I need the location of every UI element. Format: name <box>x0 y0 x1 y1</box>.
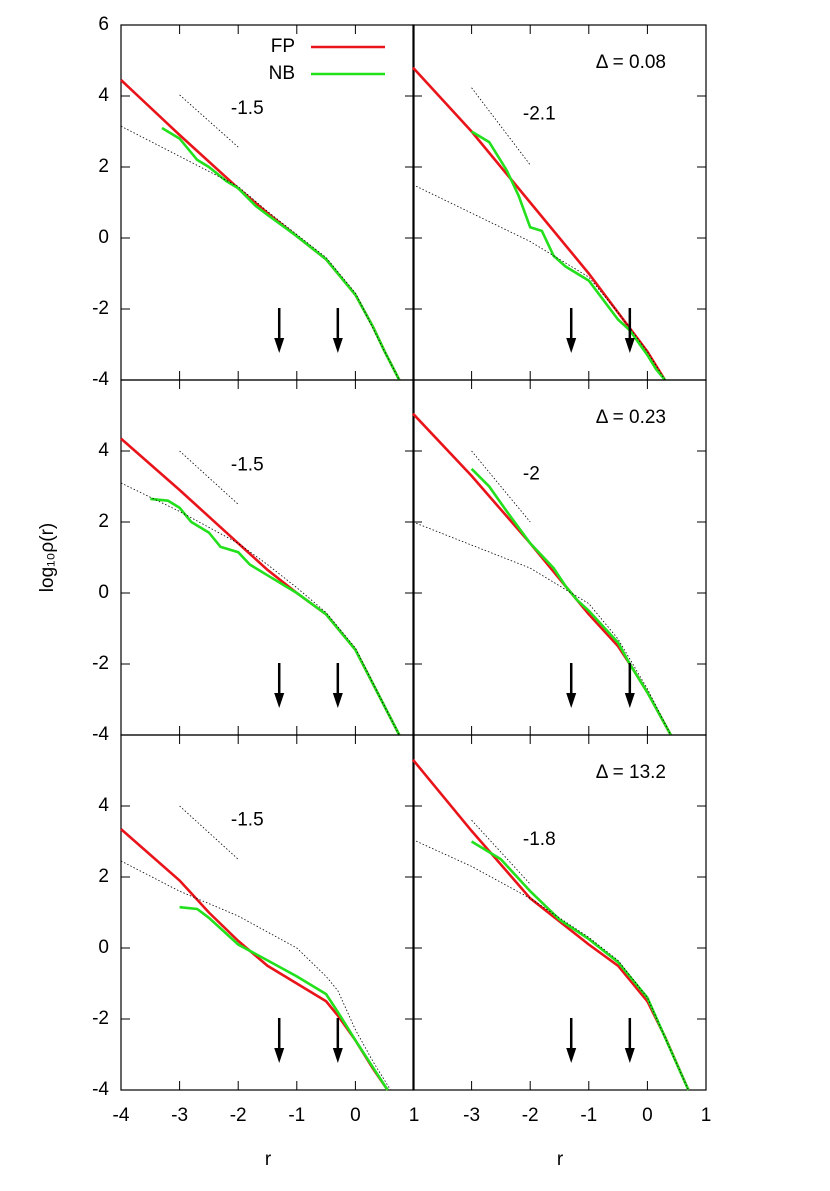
y-tick-label: -4 <box>92 369 109 390</box>
arrow-head <box>624 338 635 353</box>
model-line <box>120 482 400 736</box>
panel: -2 Δ = 0.23 <box>412 379 707 736</box>
slope-label: -2 <box>523 464 540 485</box>
x-tick-label: 1 <box>409 1105 420 1126</box>
slope-line <box>179 450 239 505</box>
slope-label: -1.5 <box>231 455 264 476</box>
series-line <box>411 758 690 1091</box>
x-tick-label: -1 <box>288 1105 305 1126</box>
y-tick-label: -2 <box>92 1008 109 1029</box>
x-tick-label: 0 <box>350 1105 361 1126</box>
x-axis-label: r <box>265 1149 272 1170</box>
panel: -2.1 Δ = 0.08 <box>412 24 707 381</box>
y-tick-label: 4 <box>98 85 109 106</box>
series-line <box>412 412 672 736</box>
panel: -3 -2 -1 0 1 -1.8 Δ = 13.2 r <box>411 734 712 1170</box>
delta-label: Δ = 0.23 <box>596 407 666 428</box>
x-tick-label: 0 <box>642 1105 653 1126</box>
arrow-head <box>624 1048 635 1063</box>
series-line <box>470 130 667 381</box>
slope-line <box>179 805 239 860</box>
model-line <box>412 839 689 1091</box>
delta-label: Δ = 0.08 <box>596 52 666 73</box>
panel-frame <box>120 734 415 1091</box>
slope-line <box>471 87 531 166</box>
y-tick-label: 2 <box>98 511 109 532</box>
y-tick-label: 0 <box>98 227 109 248</box>
slope-label: -2.1 <box>523 103 556 124</box>
model-line <box>412 521 672 736</box>
arrow-head <box>332 693 343 708</box>
arrow-head <box>624 693 635 708</box>
series-line <box>120 79 401 381</box>
y-tick-label: 0 <box>98 937 109 958</box>
panel-frame <box>120 24 415 381</box>
slope-line <box>471 450 531 523</box>
y-tick-label: -4 <box>92 1079 109 1100</box>
series-line <box>120 828 389 1091</box>
series-line <box>150 497 401 736</box>
x-tick-label: -2 <box>230 1105 247 1126</box>
x-tick-label: -4 <box>113 1105 130 1126</box>
y-tick-label: 2 <box>98 156 109 177</box>
slope-label: -1.5 <box>231 810 264 831</box>
x-tick-label: -1 <box>580 1105 597 1126</box>
legend-label: FP <box>271 36 295 57</box>
arrow-head <box>332 338 343 353</box>
arrow-head <box>332 1048 343 1063</box>
series-line <box>179 905 389 1091</box>
y-tick-label: 4 <box>98 440 109 461</box>
series-line <box>120 437 401 736</box>
y-tick-label: 2 <box>98 866 109 887</box>
arrow-head <box>274 338 285 353</box>
series-line <box>470 840 690 1091</box>
panel: -4 -3 -2 -1 0 1 -4 -2 0 2 4 -1.5 r <box>92 734 420 1170</box>
series-line <box>470 467 672 736</box>
panel-frame <box>412 24 707 381</box>
arrow-head <box>566 1048 577 1063</box>
legend-label: NB <box>269 63 295 84</box>
y-tick-label: 6 <box>98 14 109 35</box>
panel-frame <box>120 379 415 736</box>
y-tick-label: -2 <box>92 653 109 674</box>
panel: -4 -2 0 2 4 -1.5 log₁₀ρ(r) <box>37 379 415 745</box>
delta-label: Δ = 13.2 <box>596 762 666 783</box>
panel: -4 -2 0 2 4 6 -1.5 FP NB <box>92 14 415 390</box>
arrow-head <box>274 693 285 708</box>
x-axis-label: r <box>557 1149 564 1170</box>
arrow-head <box>566 693 577 708</box>
arrow-head <box>274 1048 285 1063</box>
model-line <box>120 860 391 1091</box>
y-tick-label: -2 <box>92 298 109 319</box>
arrow-head <box>566 338 577 353</box>
x-tick-label: -3 <box>171 1105 188 1126</box>
slope-line <box>179 94 239 148</box>
slope-line <box>471 819 531 885</box>
x-tick-label: -3 <box>463 1105 480 1126</box>
y-tick-label: 0 <box>98 582 109 603</box>
y-axis-label: log₁₀ρ(r) <box>37 523 58 592</box>
model-line <box>120 125 400 381</box>
x-tick-label: -2 <box>522 1105 539 1126</box>
y-tick-label: 4 <box>98 795 109 816</box>
y-tick-label: -4 <box>92 724 109 745</box>
x-tick-label: 1 <box>701 1105 712 1126</box>
panel-frame <box>412 734 707 1091</box>
slope-label: -1.5 <box>231 98 264 119</box>
slope-label: -1.8 <box>523 829 556 850</box>
panel-frame <box>412 379 707 736</box>
